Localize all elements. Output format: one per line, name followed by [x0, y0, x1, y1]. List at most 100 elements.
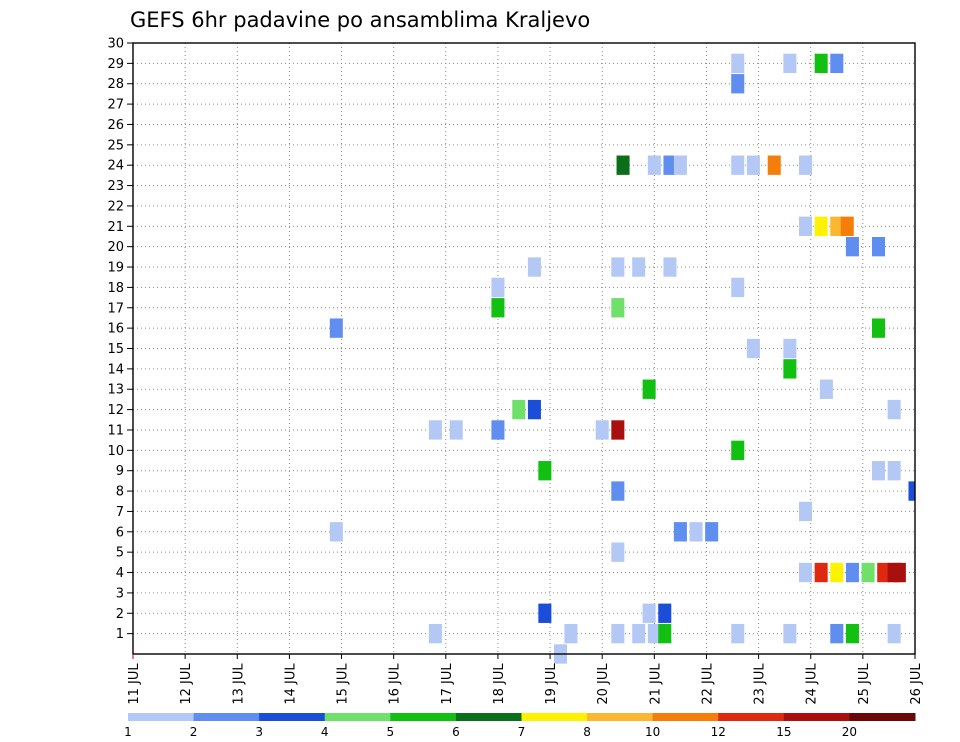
colorbar-label: 15	[776, 725, 791, 739]
precip-cell	[830, 623, 844, 644]
precip-cell	[830, 216, 844, 236]
precip-cell	[814, 562, 828, 583]
x-tick-label: 12 JUL	[179, 663, 194, 705]
y-tick-label: 3	[116, 586, 124, 601]
x-tick-label: 16 JUL	[388, 663, 403, 705]
precip-cell	[731, 74, 745, 94]
x-tick-label: 18 JUL	[492, 663, 507, 705]
y-tick-label: 25	[107, 138, 124, 153]
y-tick-label: 18	[107, 281, 124, 296]
precip-cell	[840, 216, 854, 236]
precip-cell	[814, 216, 828, 236]
x-tick-label: 14 JUL	[283, 663, 298, 705]
y-tick-label: 11	[107, 423, 124, 438]
precip-cell	[830, 562, 844, 583]
precip-cell	[538, 603, 552, 623]
precip-cell	[611, 420, 625, 440]
precip-cell	[491, 277, 505, 298]
y-tick-label: 14	[107, 362, 124, 377]
colorbar-label: 1	[124, 725, 132, 739]
precip-cell	[611, 257, 625, 277]
precip-cell	[527, 257, 541, 277]
x-tick-label: 25 JUL	[857, 663, 872, 705]
precip-cell	[746, 155, 760, 175]
x-tick-label: 19 JUL	[544, 663, 559, 705]
precip-cell	[871, 461, 886, 481]
precip-cell	[705, 522, 719, 542]
colorbar-swatch	[193, 713, 260, 721]
colorbar-label: 3	[255, 725, 263, 739]
precip-cell	[329, 318, 343, 338]
precip-cell	[731, 440, 745, 461]
grid-lines	[133, 42, 916, 654]
precip-cell	[861, 562, 875, 583]
precip-cell	[783, 359, 797, 379]
y-tick-label: 1	[116, 627, 124, 642]
y-tick-label: 23	[107, 179, 124, 194]
precip-cell	[799, 562, 813, 583]
colorbar-label: 5	[387, 725, 395, 739]
y-tick-label: 12	[107, 403, 124, 418]
colorbar-label: 20	[842, 725, 857, 739]
precip-cell	[845, 562, 859, 583]
precip-cell	[845, 623, 859, 644]
precip-cell	[647, 623, 661, 644]
precip-cell	[830, 53, 844, 74]
x-tick-label: 17 JUL	[440, 663, 455, 705]
precip-cell	[611, 298, 625, 318]
precip-cell	[658, 623, 672, 644]
precip-cell	[877, 562, 891, 583]
y-tick-label: 16	[107, 322, 124, 337]
precip-cell	[673, 155, 687, 175]
colorbar-swatch	[259, 713, 326, 721]
x-tick-label: 23 JUL	[753, 663, 768, 705]
y-tick-label: 6	[116, 525, 124, 540]
precip-cell	[887, 623, 901, 644]
x-tick-label: 20 JUL	[596, 663, 611, 705]
precip-cell	[642, 603, 656, 623]
precip-cell	[647, 155, 661, 175]
x-tick-label: 26 JUL	[909, 663, 924, 705]
x-tick-label: 24 JUL	[805, 663, 820, 705]
precip-cell	[632, 257, 646, 277]
precip-cell	[799, 216, 813, 236]
precip-cell	[564, 623, 578, 644]
precip-cell	[887, 461, 901, 481]
colorbar-swatch	[128, 713, 195, 721]
precip-cell	[783, 338, 797, 359]
precip-cell	[783, 623, 797, 644]
y-tick-label: 27	[107, 98, 124, 113]
chart-title: GEFS 6hr padavine po ansamblima Kraljevo	[130, 8, 590, 32]
precip-cell	[663, 257, 677, 277]
y-tick-label: 26	[107, 118, 124, 133]
precipitation-cells	[329, 53, 915, 664]
precip-cell	[746, 338, 760, 359]
y-tick-label: 5	[116, 546, 124, 561]
y-tick-label: 20	[107, 240, 124, 255]
precip-cell	[887, 399, 901, 420]
y-tick-label: 30	[107, 37, 124, 52]
colorbar-swatch	[652, 713, 719, 721]
precip-cell	[491, 298, 505, 318]
x-tick-label: 11 JUL	[127, 663, 142, 705]
y-tick-label: 13	[107, 383, 124, 398]
precip-cell	[449, 420, 463, 440]
precip-cell	[329, 522, 343, 542]
colorbar-label: 6	[452, 725, 460, 739]
x-tick-label: 21 JUL	[648, 663, 663, 705]
precip-cell	[814, 53, 828, 74]
precip-cell	[731, 623, 745, 644]
precip-cell	[611, 542, 625, 562]
colorbar-swatch	[324, 713, 391, 721]
precip-cell	[871, 318, 886, 338]
colorbar-label: 2	[190, 725, 198, 739]
precip-cell	[673, 522, 687, 542]
x-tick-label: 13 JUL	[231, 663, 246, 705]
x-tick-label: 22 JUL	[700, 663, 715, 705]
y-tick-label: 21	[107, 220, 124, 235]
precip-cell	[799, 501, 813, 522]
precip-cell	[616, 155, 630, 175]
precip-cell	[731, 53, 745, 74]
y-tick-label: 10	[107, 444, 124, 459]
